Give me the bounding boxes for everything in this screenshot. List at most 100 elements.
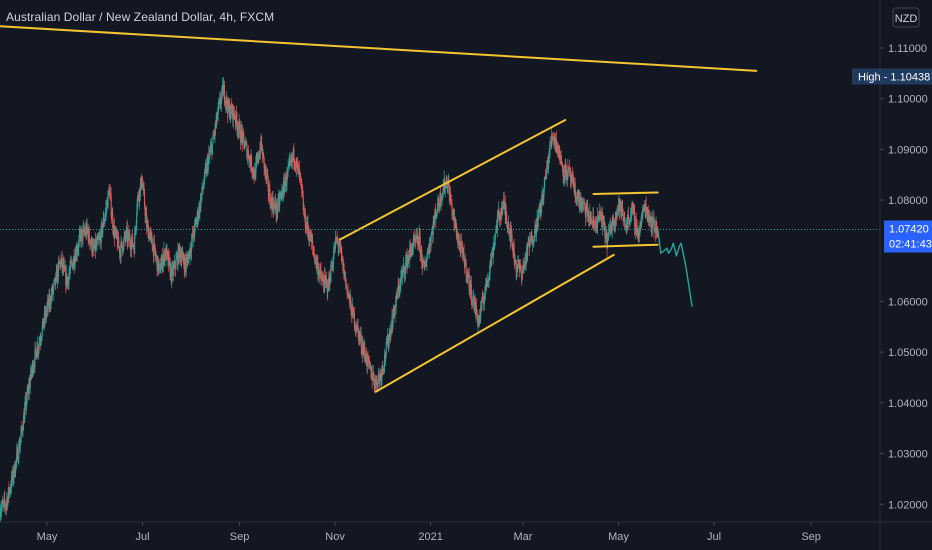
projection-line[interactable] (657, 227, 693, 307)
candle-body (263, 152, 265, 157)
candle-body (253, 168, 255, 175)
candle-body (519, 263, 521, 270)
candle-body (270, 197, 272, 209)
candle-body (476, 313, 478, 315)
candle-body (379, 373, 382, 375)
candle-body (113, 226, 115, 238)
candle-body (40, 340, 42, 342)
candle-body (313, 253, 315, 255)
candle-body (4, 503, 6, 507)
candle-body (528, 243, 530, 246)
candle-body (301, 182, 303, 189)
candle-body (154, 244, 156, 253)
time-axis[interactable]: May Jul Sep Nov 2021 Mar May Jul Sep (0, 521, 932, 543)
candle-body (356, 324, 359, 327)
candle-body (626, 220, 628, 231)
candle-body (73, 256, 75, 266)
candle-body (336, 238, 338, 241)
candle-body (238, 121, 240, 129)
candle-body (482, 296, 484, 301)
candle-body (534, 224, 536, 238)
currency-label: NZD (895, 13, 918, 25)
candle-body (144, 207, 146, 216)
price-tick-label: 1.10000 (888, 94, 928, 106)
candle-body (490, 261, 492, 266)
candle-body (599, 210, 601, 216)
candle-body (340, 245, 342, 252)
candle-body (464, 263, 466, 268)
candle-body (394, 304, 396, 316)
candle-body (233, 107, 235, 115)
candle-body (330, 265, 332, 282)
price-axis[interactable]: 1.11000 1.10000 1.09000 1.08000 1.06000 1.050… (879, 0, 928, 550)
candle-body (390, 328, 392, 337)
candle-body (15, 459, 17, 462)
candle-body (97, 236, 99, 240)
trendline[interactable] (592, 243, 659, 248)
candle-body (82, 228, 84, 240)
candle-body (498, 210, 500, 212)
candle-body (312, 246, 314, 250)
candle-body (334, 242, 336, 253)
candle-body (480, 305, 482, 318)
candle-body (609, 225, 611, 230)
candle-body (293, 161, 295, 163)
candle-body (359, 332, 361, 338)
candle-body (23, 409, 26, 423)
currency-badge[interactable]: NZD (892, 7, 920, 28)
candle-body (379, 373, 381, 381)
candle-body (281, 191, 283, 197)
trendline[interactable] (0, 25, 758, 72)
chart-title: Australian Dollar / New Zealand Dollar, … (6, 10, 275, 24)
candle-body (243, 133, 245, 140)
candle-body (149, 235, 151, 240)
candle-body (255, 163, 257, 179)
candle-body (581, 205, 583, 210)
candle-body (95, 242, 97, 251)
candle-body (117, 235, 120, 247)
candle-body (289, 160, 291, 162)
candle-body (178, 245, 180, 262)
candle-body (172, 267, 174, 276)
candle-body (653, 217, 655, 232)
candle-body (3, 500, 5, 504)
candle-body (460, 242, 462, 254)
candle-body (239, 124, 241, 139)
candle-body (209, 153, 211, 156)
candle-body (212, 135, 214, 143)
candle-body (122, 246, 124, 252)
candle-body (60, 260, 62, 265)
candle-body (280, 194, 282, 196)
candle-body (557, 144, 559, 150)
candle-body (388, 333, 390, 342)
projection-path (657, 227, 693, 307)
candles-series (0, 77, 659, 522)
candle-body (628, 221, 631, 223)
candle-body (624, 218, 626, 228)
candle-body (647, 214, 649, 222)
candle-body (579, 198, 581, 207)
candle-body (122, 249, 124, 252)
candle-body (287, 167, 289, 172)
trendline[interactable] (592, 191, 659, 196)
time-tick-label: Mar (514, 531, 533, 543)
candle-body (38, 342, 40, 348)
candle-body (301, 188, 303, 193)
candle-body (166, 250, 168, 261)
candle-body (564, 177, 566, 179)
candle-body (427, 250, 430, 253)
candle-body (243, 139, 245, 149)
candle-body (405, 262, 407, 274)
candle-body (120, 241, 122, 258)
candle-body (561, 163, 563, 164)
candle-body (641, 211, 644, 215)
trendline[interactable] (338, 119, 567, 241)
candle-body (184, 259, 186, 265)
candle-body (437, 197, 439, 205)
candle-body (255, 161, 257, 164)
candle-body (183, 259, 185, 264)
candle-body (407, 256, 409, 260)
trendline[interactable] (374, 253, 615, 393)
candle-body (401, 271, 403, 277)
